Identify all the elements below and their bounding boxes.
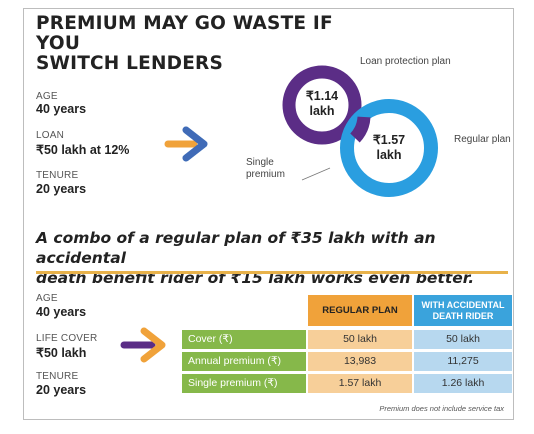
arrow-right-icon bbox=[164, 126, 208, 162]
tenure-value: 20 years bbox=[36, 182, 87, 196]
single-premium-line-1: Single bbox=[246, 157, 274, 168]
loan-protection-label: Loan protection plan bbox=[360, 56, 451, 67]
ring-overlap bbox=[349, 116, 371, 143]
row-label-cover: Cover (₹) bbox=[182, 330, 306, 349]
cell-regular-single-premium: 1.57 lakh bbox=[308, 374, 412, 393]
age-label: AGE bbox=[36, 91, 58, 102]
cell-accidental-cover: 50 lakh bbox=[414, 330, 512, 349]
row-label-single-premium: Single premium (₹) bbox=[182, 374, 306, 393]
regular-plan-label: Regular plan bbox=[454, 134, 511, 145]
combo-line-1: A combo of a regular plan of ₹35 lakh wi… bbox=[36, 229, 436, 267]
bottom-tenure-label: TENURE bbox=[36, 371, 79, 382]
loan-protection-amount: ₹1.14 bbox=[305, 89, 339, 103]
loan-protection-ring bbox=[282, 65, 362, 145]
header-regular-plan: REGULAR PLAN bbox=[308, 295, 412, 326]
single-premium-pointer bbox=[301, 167, 331, 181]
age-value: 40 years bbox=[36, 102, 87, 116]
cell-regular-annual-premium: 13,983 bbox=[308, 352, 412, 371]
loan-protection-value: ₹1.14 lakh bbox=[300, 89, 344, 119]
premium-rings bbox=[282, 65, 438, 197]
tenure-label: TENURE bbox=[36, 170, 79, 181]
regular-plan-amount: ₹1.57 bbox=[372, 133, 406, 147]
regular-plan-unit: lakh bbox=[376, 148, 402, 162]
arrow-right-icon-2 bbox=[120, 327, 166, 363]
loan-value: ₹50 lakh at 12% bbox=[36, 143, 130, 157]
infographic-frame bbox=[23, 8, 514, 420]
bottom-age-label: AGE bbox=[36, 293, 58, 304]
cell-accidental-annual-premium: 11,275 bbox=[414, 352, 512, 371]
section-divider bbox=[36, 271, 508, 274]
single-premium-label: Single premium bbox=[246, 157, 285, 181]
footnote: Premium does not include service tax bbox=[379, 404, 504, 413]
infographic-title: PREMIUM MAY GO WASTE IF YOU SWITCH LENDE… bbox=[36, 14, 356, 74]
header-accidental-rider: WITH ACCIDENTAL DEATH RIDER bbox=[414, 295, 512, 326]
life-cover-label: LIFE COVER bbox=[36, 333, 98, 344]
combo-statement: A combo of a regular plan of ₹35 lakh wi… bbox=[36, 228, 506, 288]
row-label-annual-premium: Annual premium (₹) bbox=[182, 352, 306, 371]
bottom-age-value: 40 years bbox=[36, 305, 87, 319]
regular-plan-value: ₹1.57 lakh bbox=[367, 133, 411, 163]
life-cover-value: ₹50 lakh bbox=[36, 346, 87, 360]
loan-label: LOAN bbox=[36, 130, 65, 141]
single-premium-line-2: premium bbox=[246, 169, 285, 180]
title-line-2: SWITCH LENDERS bbox=[36, 53, 224, 74]
title-line-1: PREMIUM MAY GO WASTE IF YOU bbox=[36, 13, 333, 54]
loan-protection-unit: lakh bbox=[309, 104, 335, 118]
cell-accidental-single-premium: 1.26 lakh bbox=[414, 374, 512, 393]
cell-regular-cover: 50 lakh bbox=[308, 330, 412, 349]
bottom-tenure-value: 20 years bbox=[36, 383, 87, 397]
regular-plan-ring bbox=[340, 99, 438, 197]
